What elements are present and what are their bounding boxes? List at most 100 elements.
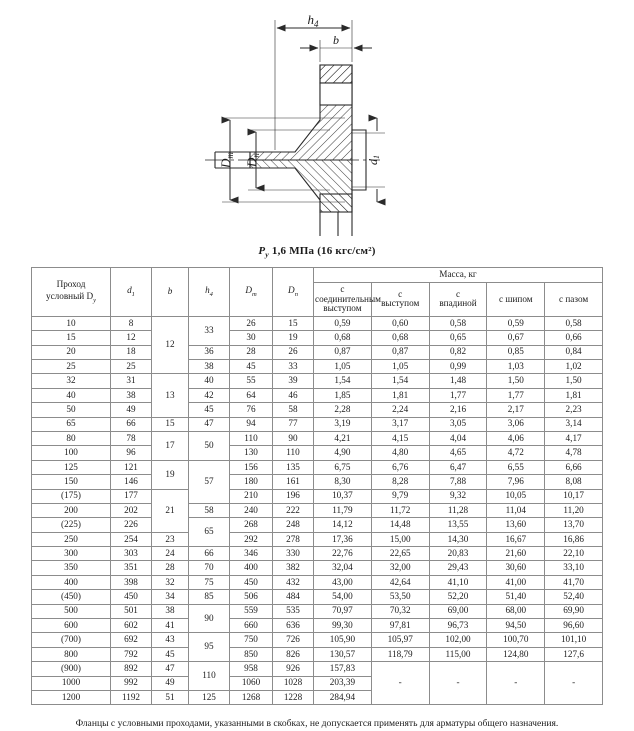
cell-mass-tongue: 1,03	[486, 358, 546, 375]
cell-h4: 70	[188, 560, 230, 576]
table-row: 400 398 32 75 450 432 43,00 42,64 41,10 41,00 41,7…	[31, 574, 603, 591]
cell-mass-raised: 97,81	[370, 618, 430, 634]
cell-mass-flat: 54,00	[313, 589, 372, 605]
table-row: 40 38 42 64 46 1,85 1,81 1,77 1,77 1,81	[31, 387, 603, 404]
cell-d1: 692	[110, 632, 152, 648]
cell-dt: 180	[229, 474, 273, 490]
cell-mass-slot: 0,58	[544, 315, 603, 332]
cell-h4: 58	[188, 502, 230, 519]
cell-mass-raised: 0,60	[370, 315, 430, 332]
cell-d1: 12	[110, 330, 152, 346]
table-row: 32 31 13 40 55 39 1,54 1,54 1,48 1,50 1,50	[31, 373, 603, 418]
cell-b: 12	[151, 315, 189, 375]
flange-drawing: h4 b Dт Dп d1	[0, 0, 634, 245]
table-row: 150 146 180 161 8,30 8,28 7,88 7,96 8,08	[31, 474, 603, 490]
cell-dt: 94	[229, 416, 273, 432]
col-header-mass-tongue: с шипом	[486, 281, 546, 317]
cell-mass-slot: 4,17	[544, 430, 603, 447]
cell-mass-raised: 6,76	[370, 459, 430, 476]
cell-dy: 50	[31, 402, 111, 418]
cell-mass-slot: 0,66	[544, 330, 603, 346]
cell-dp: 33	[272, 358, 314, 375]
cell-dp: 826	[272, 646, 314, 663]
cell-h4: 65	[188, 517, 230, 548]
table-row: 350 351 28 70 400 382 32,04 32,00 29,43 30,60 33,1…	[31, 560, 603, 576]
cell-h4: 47	[188, 416, 230, 432]
cell-mass-groove: -	[428, 661, 488, 706]
cell-h4: 66	[188, 546, 230, 562]
cell-mass-tongue: 21,60	[486, 546, 546, 562]
cell-mass-groove: 69,00	[428, 603, 488, 620]
table-row: 15 12 30 19 0,68 0,68 0,65 0,67 0,66	[31, 330, 603, 346]
dimension-label-d1: d1	[366, 155, 381, 165]
caption-subscript: y	[265, 250, 269, 260]
footnote: Фланцы с условными проходами, указанными…	[75, 718, 559, 730]
cell-b: 43	[151, 632, 189, 648]
cell-h4: 125	[188, 689, 230, 706]
d1-subscript: 1	[131, 290, 135, 298]
table-row: (700) 692 43 95 750 726 105,90 105,97 102,00 100,…	[31, 632, 603, 663]
cell-mass-tongue: 4,72	[486, 445, 546, 461]
dy-line2: условный D	[45, 290, 94, 301]
table-row: (900) 892 47 110 958 926 157,83- - - -	[31, 661, 603, 706]
cell-dy: (175)	[31, 488, 111, 504]
cell-h4: 45	[188, 402, 230, 418]
cell-h4: 75	[188, 574, 230, 591]
cell-h4: 110	[188, 661, 230, 691]
cell-mass-slot: 0,84	[544, 344, 603, 360]
cell-dy: 20	[31, 344, 111, 360]
cell-dy: (700)	[31, 632, 111, 648]
cell-mass-tongue: 16,67	[486, 531, 546, 548]
table-row: 10 8 12 33 26 15 0,59 0,60 0,58 0,59 0,58	[31, 315, 603, 375]
cell-b: 28	[151, 560, 189, 576]
cell-mass-flat: 10,37	[313, 488, 372, 504]
cell-dt: 26	[229, 315, 273, 332]
cell-mass-raised: 14,48	[370, 517, 430, 533]
cell-dp: 926	[272, 661, 314, 677]
cell-dt: 750	[229, 632, 273, 648]
cell-mass-groove: 11,28	[428, 502, 488, 519]
cell-mass-tongue: 51,40	[486, 589, 546, 605]
cell-dy: 32	[31, 373, 111, 389]
table-row: 600 602 41 660 636 99,30 97,81 96,73 94,50 96,60	[31, 618, 603, 634]
table-row: 250 254 23 292 278 17,36 15,00 14,30 16,67 16,86	[31, 531, 603, 548]
cell-mass-slot: 4,78	[544, 445, 603, 461]
caption-text: 1,6 МПа (16 кгс/см²)	[268, 245, 376, 257]
cell-dt: 559	[229, 603, 273, 620]
cell-dt: 110	[229, 430, 273, 447]
cell-mass-tongue: 2,17	[486, 402, 546, 418]
table-row: 100 96 130 110 4,90 4,80 4,65 4,72 4,78	[31, 445, 603, 461]
cell-mass-slot: 96,60	[544, 618, 603, 634]
cell-h4: 40	[188, 373, 230, 389]
cell-dy: 80	[31, 430, 111, 447]
cell-d1: 18	[110, 344, 152, 360]
cell-h4: 36	[188, 344, 230, 360]
cell-mass-flat: 1,05	[313, 358, 372, 375]
cell-mass-flat: 0,68	[313, 330, 372, 346]
cell-b: 21	[151, 488, 189, 533]
table-row: 25 25 38 45 33 1,05 1,05 0,99 1,03 1,02	[31, 358, 603, 375]
cell-mass-tongue: -	[486, 661, 546, 706]
cell-dp: 535	[272, 603, 314, 620]
cell-mass-flat: 130,57	[313, 646, 372, 663]
cell-mass-slot: 6,66	[544, 459, 603, 476]
cell-b: 41	[151, 618, 189, 634]
cell-dp: 110	[272, 445, 314, 461]
cell-mass-groove: 52,20	[428, 589, 488, 605]
cell-mass-flat: 3,19	[313, 416, 372, 432]
cell-mass-raised: 11,72	[370, 502, 430, 519]
cell-mass-raised: 0,68	[370, 330, 430, 346]
table-row: 80 78 17 50 110 90 4,21 4,15 4,04 4,06 4,17	[31, 430, 603, 461]
cell-d1: 501	[110, 603, 152, 620]
cell-d1: 146	[110, 474, 152, 490]
col-header-mass-slot: с пазом	[544, 281, 603, 317]
cell-dt: 240	[229, 502, 273, 519]
col-header-dp: Dп	[272, 267, 314, 317]
cell-dy: 1200	[31, 689, 111, 706]
cell-h4: 50	[188, 430, 230, 461]
cell-b: 15	[151, 416, 189, 432]
dimension-label-h4: h4	[308, 12, 320, 29]
cell-mass-flat: 1,54	[313, 373, 372, 389]
dimension-label-Dt: Dт	[218, 152, 235, 169]
